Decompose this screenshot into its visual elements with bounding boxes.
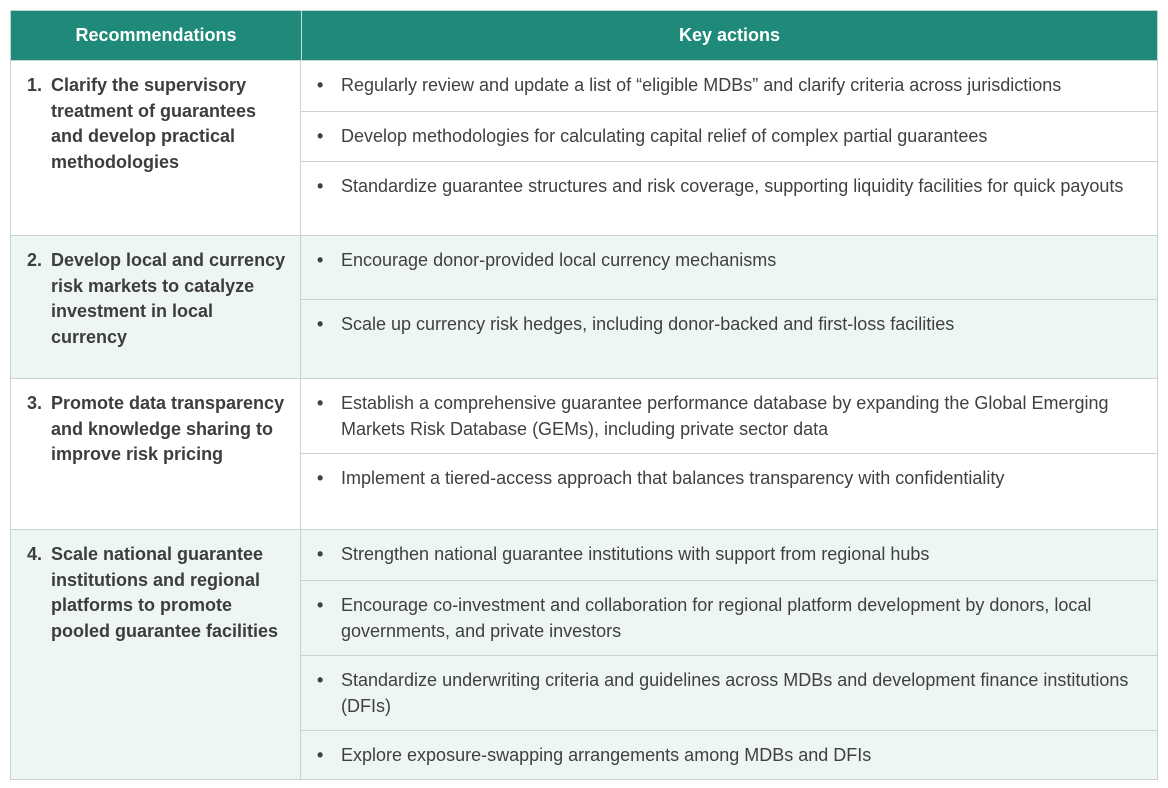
key-action-item: • Standardize underwriting criteria and …: [301, 655, 1157, 730]
key-action-item: • Explore exposure-swapping arrangements…: [301, 730, 1157, 779]
recommendation-number: 4.: [27, 544, 43, 564]
key-action-text: Scale up currency risk hedges, including…: [341, 314, 955, 334]
bullet-icon: •: [317, 314, 324, 334]
table-header: Recommendations Key actions: [11, 11, 1157, 60]
recommendation-text: Develop local and currency risk markets …: [51, 250, 286, 347]
recommendations-column-header: Recommendations: [11, 11, 302, 60]
recommendation-number: 1.: [27, 75, 43, 95]
recommendation-cell: 2. Develop local and currency risk marke…: [11, 236, 301, 378]
key-action-item: • Regularly review and update a list of …: [301, 61, 1157, 111]
key-actions-list: • Regularly review and update a list of …: [301, 61, 1157, 235]
key-action-item: • Establish a comprehensive guarantee pe…: [301, 379, 1157, 453]
bullet-icon: •: [317, 250, 324, 270]
recommendations-table: Recommendations Key actions 1. Clarify t…: [10, 10, 1158, 780]
key-actions-column-header: Key actions: [678, 25, 781, 45]
key-action-text: Explore exposure-swapping arrangements a…: [341, 745, 872, 765]
bullet-icon: •: [317, 745, 324, 765]
key-actions-list: • Establish a comprehensive guarantee pe…: [301, 379, 1157, 529]
key-action-text: Standardize guarantee structures and ris…: [341, 176, 1124, 196]
recommendation-number: 2.: [27, 250, 43, 270]
bullet-icon: •: [317, 670, 324, 690]
key-action-item: • Strengthen national guarantee institut…: [301, 530, 1157, 580]
key-action-item: • Develop methodologies for calculating …: [301, 111, 1157, 161]
recommendation-cell: 3. Promote data transparency and knowled…: [11, 379, 301, 529]
key-action-item: • Encourage donor-provided local currenc…: [301, 236, 1157, 299]
recommendation-number: 3.: [27, 393, 43, 413]
recommendation-text: Clarify the supervisory treatment of gua…: [51, 75, 257, 172]
recommendation-group-3: 3. Promote data transparency and knowled…: [11, 378, 1157, 529]
recommendation-group-2: 2. Develop local and currency risk marke…: [11, 235, 1157, 378]
bullet-icon: •: [317, 75, 324, 95]
bullet-icon: •: [317, 176, 324, 196]
recommendation-group-4: 4. Scale national guarantee institutions…: [11, 529, 1157, 779]
key-action-item: • Encourage co-investment and collaborat…: [301, 580, 1157, 655]
key-actions-list: • Encourage donor-provided local currenc…: [301, 236, 1157, 378]
key-action-text: Regularly review and update a list of “e…: [341, 75, 1062, 95]
key-action-text: Implement a tiered-access approach that …: [341, 468, 1005, 488]
key-actions-list: • Strengthen national guarantee institut…: [301, 530, 1157, 779]
key-action-text: Standardize underwriting criteria and gu…: [341, 670, 1129, 716]
key-action-item: • Scale up currency risk hedges, includi…: [301, 299, 1157, 378]
recommendation-group-1: 1. Clarify the supervisory treatment of …: [11, 60, 1157, 235]
key-action-text: Encourage co-investment and collaboratio…: [341, 595, 1092, 641]
key-action-text: Strengthen national guarantee institutio…: [341, 544, 930, 564]
bullet-icon: •: [317, 595, 324, 615]
key-action-text: Develop methodologies for calculating ca…: [341, 126, 988, 146]
recommendation-text: Promote data transparency and knowledge …: [51, 393, 285, 464]
bullet-icon: •: [317, 544, 324, 564]
key-action-item: • Implement a tiered-access approach tha…: [301, 453, 1157, 529]
key-action-item: • Standardize guarantee structures and r…: [301, 161, 1157, 235]
bullet-icon: •: [317, 393, 324, 413]
key-action-text: Encourage donor-provided local currency …: [341, 250, 777, 270]
bullet-icon: •: [317, 468, 324, 488]
recommendation-cell: 4. Scale national guarantee institutions…: [11, 530, 301, 779]
recommendation-text: Scale national guarantee institutions an…: [51, 544, 279, 641]
bullet-icon: •: [317, 126, 324, 146]
key-action-text: Establish a comprehensive guarantee perf…: [341, 393, 1109, 439]
recommendation-cell: 1. Clarify the supervisory treatment of …: [11, 61, 301, 235]
